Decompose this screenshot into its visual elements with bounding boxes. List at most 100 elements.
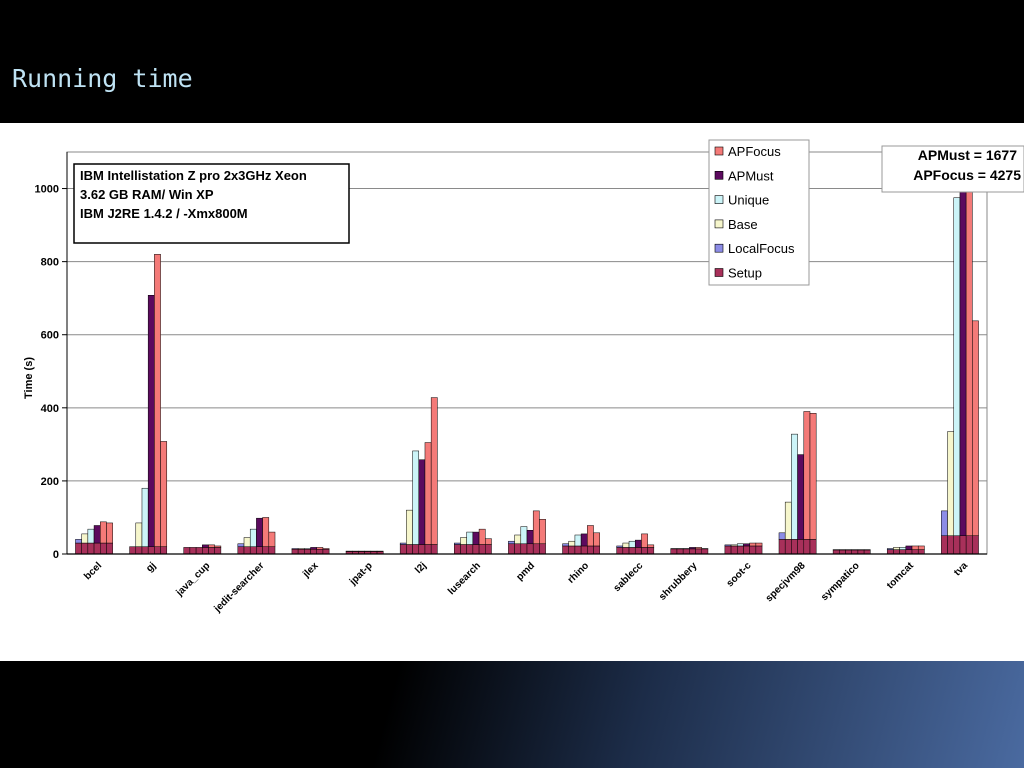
bar-segment-localfocus — [399, 542, 407, 545]
bar-segment-apfocus — [647, 544, 655, 548]
bar-segment-setup — [430, 544, 438, 555]
bar-segment-setup — [418, 544, 426, 555]
bar-segment-setup — [791, 539, 798, 555]
bar-segment-setup — [297, 548, 305, 555]
bar-segment-setup — [129, 546, 137, 555]
bar-segment-setup — [316, 548, 324, 555]
bar-segment-base — [297, 548, 305, 550]
x-tick-label: l2j — [413, 560, 429, 576]
bar-segment-base — [947, 431, 954, 536]
bar-segment-unique — [791, 433, 798, 540]
x-tick-label: pmd — [514, 560, 537, 583]
y-axis-label: Time (s) — [23, 357, 35, 399]
bar-segment-unique — [87, 528, 95, 544]
bar-segment-base — [514, 534, 522, 545]
bar-segment-setup — [616, 547, 624, 555]
legend-swatch — [714, 171, 724, 180]
bar-segment-localfocus — [616, 545, 624, 548]
bar-segment-apfocus — [695, 547, 703, 550]
bar-segment-apfocus — [208, 544, 215, 548]
bar-segment-setup — [724, 545, 732, 555]
bar-segment-setup — [863, 549, 871, 555]
legend-frame — [708, 139, 810, 286]
bar-segment-setup — [670, 548, 678, 555]
bar-segment-setup — [160, 546, 168, 555]
x-tick-label: specjvm98 — [764, 560, 808, 604]
bar-segment-setup — [845, 549, 852, 555]
bar-segment-unique — [520, 526, 528, 545]
bar-segment-setup — [214, 547, 222, 555]
bar-segment-setup — [460, 544, 467, 555]
bar-segment-base — [893, 547, 900, 550]
legend-swatch — [714, 195, 724, 204]
bar-segment-setup — [580, 545, 588, 555]
bar-segment-setup — [839, 549, 846, 555]
bar-segment-setup — [953, 535, 961, 555]
legend-label: Base — [728, 217, 758, 232]
bar-segment-base — [784, 501, 792, 540]
bar-segment-setup — [106, 542, 113, 555]
bar-segment-apfocus — [587, 525, 594, 547]
bar-segment-apmust — [905, 545, 913, 550]
bar-segment-setup — [154, 546, 161, 555]
bar-segment-setup — [947, 535, 954, 555]
bar-segment-setup — [695, 548, 703, 555]
bar-segment-setup — [593, 545, 600, 555]
bar-segment-unique — [628, 540, 636, 548]
bar-segment-apfocus — [262, 517, 270, 547]
bar-segment-apmust — [310, 547, 317, 550]
bar-segment-apfocus — [532, 510, 540, 545]
bar-segment-apfocus — [965, 151, 973, 536]
legend-label: Setup — [728, 266, 762, 281]
x-tick-label: tomcat — [885, 560, 916, 591]
bar-segment-apfocus — [214, 545, 222, 548]
bar-segment-apfocus — [478, 528, 486, 545]
bar-segment-setup — [959, 535, 967, 555]
bar-segment-base — [460, 537, 467, 545]
bar-segment-localfocus — [941, 510, 948, 536]
bar-segment-setup — [87, 542, 95, 555]
bar-segment-apmust — [256, 517, 263, 547]
bar-segment-setup — [941, 535, 948, 555]
x-tick-label: gj — [144, 560, 158, 574]
x-tick-label: rhino — [566, 560, 591, 585]
bar-segment-setup — [304, 548, 311, 555]
bar-segment-localfocus — [237, 543, 245, 547]
bar-segment-setup — [514, 543, 522, 555]
bar-segment-apfocus — [917, 545, 925, 550]
info-line-1: IBM Intellistation Z pro 2x3GHz Xeon — [80, 168, 307, 183]
bar-segment-setup — [562, 545, 569, 555]
bar-segment-setup — [809, 539, 817, 555]
bar-segment-apfocus — [539, 519, 546, 545]
y-tick-label: 600 — [41, 330, 59, 342]
bar-segment-unique — [899, 547, 907, 550]
bar-segment-setup — [972, 535, 979, 555]
y-tick-label: 200 — [41, 476, 59, 488]
bar-segment-apfocus — [322, 548, 330, 550]
y-tick-label: 800 — [41, 257, 59, 269]
bar-segment-apmust — [689, 547, 696, 550]
bar-segment-setup — [147, 546, 155, 555]
bar-segment-setup — [472, 544, 480, 555]
x-tick-label: java_cup — [174, 560, 213, 599]
bar-segment-apfocus — [972, 320, 979, 536]
bar-segment-setup — [208, 547, 215, 555]
x-tick-label: sympatico — [819, 560, 862, 603]
x-tick-label: jlex — [300, 560, 321, 581]
bar-segment-apfocus — [316, 547, 324, 550]
y-tick-label: 400 — [41, 403, 59, 415]
bar-segment-apfocus — [100, 521, 107, 544]
bar-segment-setup — [195, 547, 203, 555]
annotation-apfocus: APFocus = 4275 — [913, 167, 1021, 183]
bar-segment-setup — [93, 542, 101, 555]
x-tick-label: jedit-searcher — [212, 560, 267, 615]
bar-segment-setup — [141, 546, 149, 555]
bar-segment-localfocus — [886, 548, 894, 550]
x-tick-label: jpat-p — [347, 560, 375, 588]
bar-segment-setup — [778, 539, 786, 555]
bar-segment-setup — [202, 547, 209, 555]
bar-segment-setup — [568, 545, 576, 555]
bar-segment-apfocus — [424, 442, 432, 545]
bar-segment-setup — [310, 548, 317, 555]
x-tick-label: shrubbery — [657, 560, 700, 603]
